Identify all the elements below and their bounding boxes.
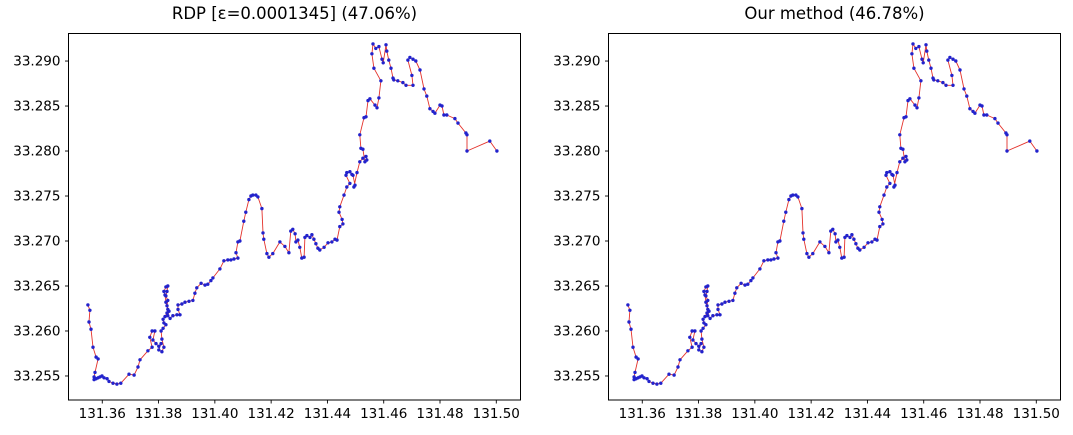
svg-text:131.38: 131.38 — [135, 406, 182, 422]
our-method-plot: 131.36 131.38 131.40 131.42 131.44 131.46 131.… — [553, 33, 1061, 422]
svg-text:131.44: 131.44 — [304, 406, 351, 422]
svg-text:33.290: 33.290 — [553, 54, 600, 70]
svg-text:33.260: 33.260 — [553, 323, 600, 339]
svg-text:33.285: 33.285 — [553, 99, 600, 115]
svg-text:131.50: 131.50 — [473, 406, 520, 422]
rdp-plot: 131.36 131.38 131.40 131.42 131.44 131.46 131.… — [13, 33, 521, 422]
svg-text:131.42: 131.42 — [248, 406, 295, 422]
svg-text:33.280: 33.280 — [553, 144, 600, 160]
svg-text:131.40: 131.40 — [731, 406, 778, 422]
rdp-panel-title: RDP [ε=0.0001345] (47.06%) — [171, 4, 418, 23]
svg-text:131.44: 131.44 — [844, 406, 891, 422]
svg-text:33.270: 33.270 — [13, 234, 60, 250]
svg-text:33.255: 33.255 — [13, 368, 60, 384]
svg-text:131.50: 131.50 — [1013, 406, 1060, 422]
svg-text:33.275: 33.275 — [553, 189, 600, 205]
svg-text:33.280: 33.280 — [13, 144, 60, 160]
svg-text:33.265: 33.265 — [13, 278, 60, 294]
svg-text:131.36: 131.36 — [79, 406, 126, 422]
svg-text:131.38: 131.38 — [675, 406, 722, 422]
svg-text:131.46: 131.46 — [360, 406, 407, 422]
svg-text:33.285: 33.285 — [13, 99, 60, 115]
svg-text:33.270: 33.270 — [553, 234, 600, 250]
svg-text:131.36: 131.36 — [619, 406, 666, 422]
our-method-panel-title: Our method (46.78%) — [744, 4, 925, 23]
svg-text:33.290: 33.290 — [13, 54, 60, 70]
svg-text:33.265: 33.265 — [553, 278, 600, 294]
svg-text:131.40: 131.40 — [191, 406, 238, 422]
svg-text:33.255: 33.255 — [553, 368, 600, 384]
svg-text:131.48: 131.48 — [956, 406, 1003, 422]
svg-text:131.46: 131.46 — [900, 406, 947, 422]
svg-text:131.42: 131.42 — [788, 406, 835, 422]
svg-text:33.260: 33.260 — [13, 323, 60, 339]
svg-text:131.48: 131.48 — [416, 406, 463, 422]
svg-text:33.275: 33.275 — [13, 189, 60, 205]
